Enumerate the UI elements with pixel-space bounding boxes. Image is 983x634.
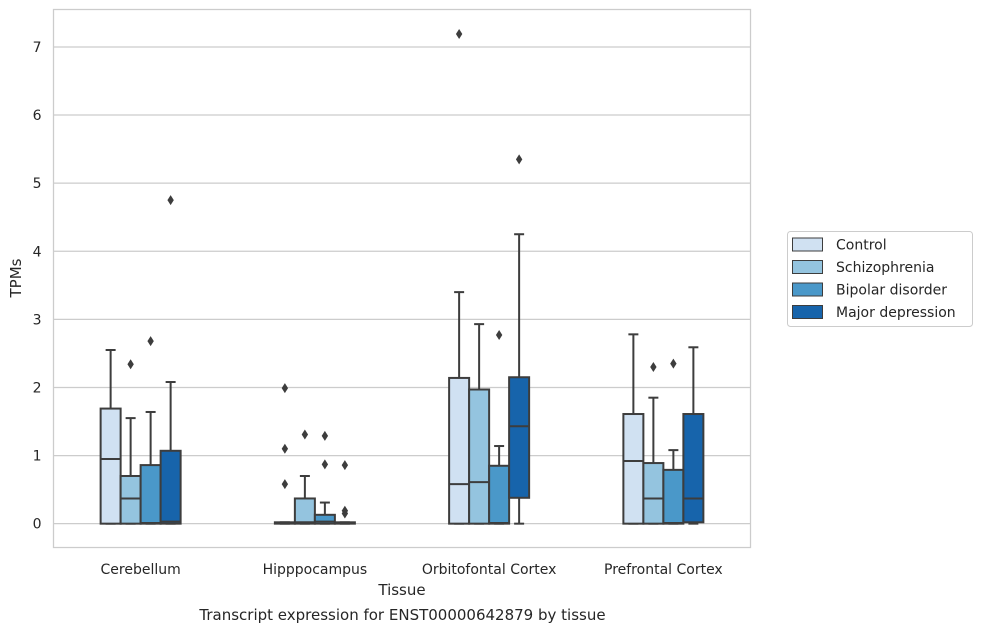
box-3-1 (642, 362, 665, 525)
legend-swatch (792, 305, 823, 319)
y-axis-label: TPMs (7, 258, 25, 298)
box-rect (293, 497, 316, 525)
box-3-0 (622, 333, 645, 525)
outlier-point (321, 430, 329, 441)
x-tick-label: Orbitofontal Cortex (422, 562, 557, 578)
outlier-point (281, 479, 289, 490)
box-rect (119, 474, 142, 525)
outlier-point (650, 362, 657, 373)
box-0-3 (159, 195, 182, 525)
y-tick-label: 2 (33, 380, 42, 396)
y-tick-label: 6 (33, 108, 42, 124)
y-tick-label: 0 (33, 517, 42, 533)
y-tick-label: 4 (33, 244, 42, 260)
outlier-point (341, 460, 349, 471)
x-axis-ticks: Cerebellum Hipppocampus Orbitofontal Corte… (101, 562, 723, 578)
plot-frame (52, 8, 752, 549)
y-tick-label: 7 (33, 40, 42, 56)
x-tick-label: Hipppocampus (263, 562, 368, 578)
outlier-point (495, 330, 503, 341)
box-3-2 (662, 358, 685, 525)
x-tick-label: Cerebellum (101, 562, 181, 578)
box-rect (448, 376, 471, 525)
box-2-3 (508, 154, 531, 525)
outlier-point (167, 195, 174, 206)
legend-label: Major depression (836, 305, 956, 321)
box-1-2 (313, 430, 336, 525)
legend-label: Control (836, 238, 887, 254)
legend-swatch (792, 282, 823, 297)
legend-swatch (792, 237, 823, 252)
box-1-0 (273, 383, 296, 525)
outlier-point (321, 459, 329, 470)
outlier-point (341, 505, 349, 516)
box-rect (159, 449, 182, 525)
box-0-0 (99, 349, 122, 525)
legend: Control Schizophrenia Bipolar disorder Majo… (787, 231, 973, 327)
box-rect (313, 513, 336, 525)
box-3-3 (682, 346, 705, 525)
box-rect (622, 413, 645, 525)
box-rect (682, 413, 705, 524)
box-2-0 (448, 29, 471, 525)
box-1-3 (333, 460, 356, 525)
legend-swatch (792, 260, 823, 274)
outlier-point (127, 359, 134, 370)
box-0-1 (119, 359, 142, 525)
outlier-point (281, 383, 289, 394)
x-axis-label: Tissue (377, 581, 425, 599)
y-tick-label: 5 (33, 176, 42, 192)
y-axis-ticks: 0 1 2 3 4 5 6 7 (33, 40, 42, 533)
outlier-point (281, 443, 289, 454)
gridlines (53, 46, 751, 525)
box-rect (508, 376, 531, 499)
box-rect (662, 468, 685, 525)
legend-label: Bipolar disorder (836, 283, 947, 299)
box-rect (139, 464, 162, 525)
box-rect (99, 407, 122, 525)
box-1-1 (293, 429, 316, 525)
outlier-point (670, 358, 677, 369)
legend-label: Schizophrenia (836, 260, 934, 276)
chart-caption: Transcript expression for ENST0000064287… (199, 606, 606, 624)
outlier-point (301, 429, 309, 440)
outlier-point (455, 29, 463, 40)
legend-frame (787, 231, 973, 327)
box-0-2 (139, 336, 162, 525)
box-rect (642, 462, 665, 525)
box-rect (468, 388, 491, 525)
outlier-point (515, 154, 523, 165)
box-rect (488, 464, 511, 525)
y-tick-label: 1 (33, 449, 42, 465)
x-tick-label: Prefrontal Cortex (604, 562, 723, 578)
y-tick-label: 3 (33, 312, 42, 328)
outlier-point (147, 336, 154, 347)
box-2-2 (488, 330, 511, 525)
box-plot-area (99, 29, 705, 525)
box-2-1 (468, 323, 491, 525)
